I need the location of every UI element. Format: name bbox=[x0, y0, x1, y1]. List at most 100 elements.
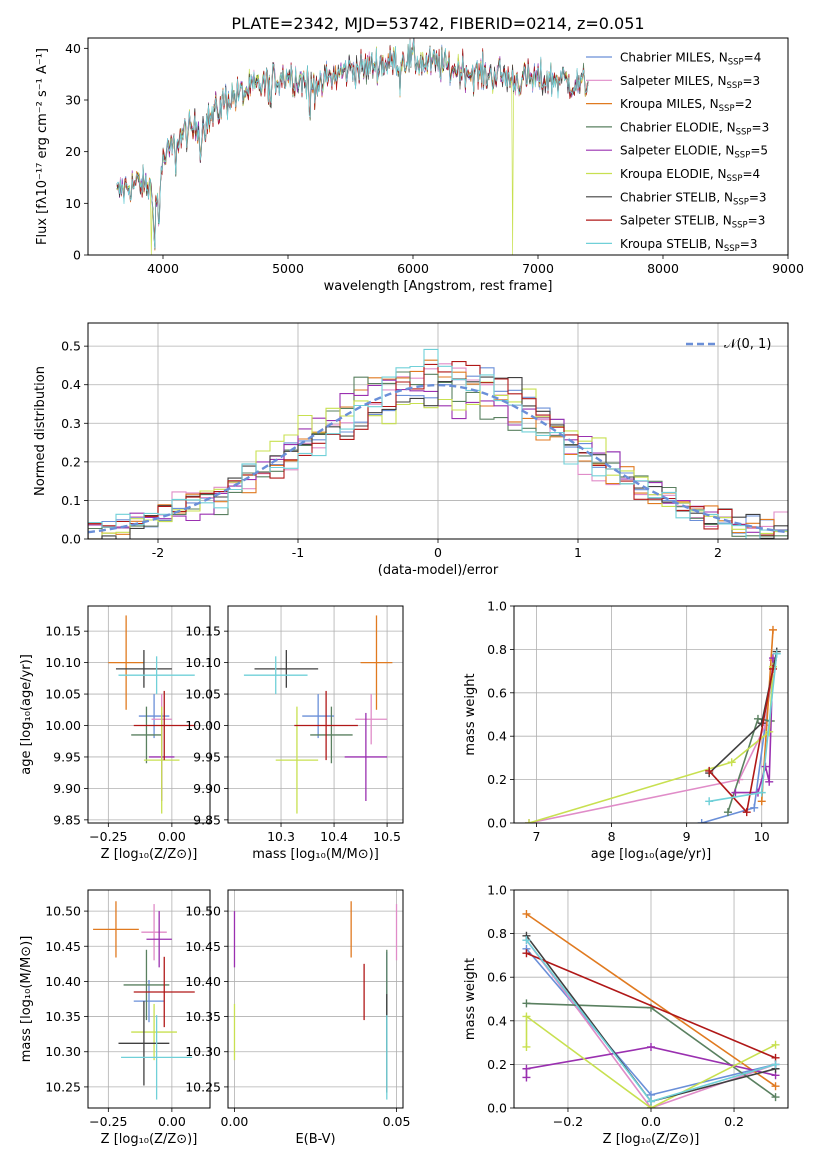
y-tick-label: 0.2 bbox=[61, 454, 81, 469]
y-tick-label: 9.95 bbox=[193, 749, 221, 764]
y-tick-label: 10.10 bbox=[185, 655, 221, 670]
y-tick-label: 0.4 bbox=[487, 1013, 507, 1028]
weight-series-line bbox=[525, 1014, 776, 1108]
y-tick-label: 10.30 bbox=[185, 1044, 221, 1059]
plot-area bbox=[243, 615, 393, 814]
weight-series-line bbox=[528, 666, 774, 823]
y-tick-label: 10.00 bbox=[185, 718, 221, 733]
weight-point-marker bbox=[723, 808, 732, 817]
x-tick-label: -2 bbox=[152, 545, 164, 560]
x-tick-label: 0.00 bbox=[158, 829, 186, 844]
x-tick-label: 4000 bbox=[147, 261, 179, 276]
plot-frame bbox=[87, 605, 211, 824]
x-axis-label: Z [log₁₀(Z/Z⊙)] bbox=[101, 1132, 198, 1147]
legend-entry: Kroupa MILES, NSSP=2 bbox=[620, 97, 752, 114]
residuals-panel: -2 -1 0 1 2 0.0 0.1 0.2 0.3 0.4 0.5 (data-model)/er… bbox=[33, 322, 789, 578]
x-axis-label: Z [log₁₀(Z/Z⊙)] bbox=[101, 847, 198, 862]
plot-frame bbox=[513, 889, 789, 1109]
weight-point-marker bbox=[522, 909, 531, 918]
y-tick-label: 0.6 bbox=[487, 685, 507, 700]
plot-frame bbox=[227, 889, 404, 1109]
x-tick-label: 10 bbox=[754, 829, 770, 844]
weight-point-marker bbox=[647, 1042, 655, 1051]
weight-point-marker bbox=[697, 819, 706, 823]
weight-point-marker bbox=[771, 1093, 780, 1102]
weight-series-line bbox=[528, 660, 774, 823]
plot-area bbox=[525, 625, 781, 823]
plot-frame bbox=[87, 37, 789, 256]
y-tick-label: 0.0 bbox=[61, 532, 81, 547]
plot-frame bbox=[87, 889, 211, 1109]
y-tick-label: 0.0 bbox=[487, 816, 507, 831]
legend-entry: 𝒩(0, 1) bbox=[724, 337, 771, 352]
x-tick-label: 10.4 bbox=[320, 829, 348, 844]
legend-entry: Salpeter ELODIE, NSSP=5 bbox=[620, 144, 768, 161]
y-tick-label: 10.50 bbox=[45, 904, 81, 919]
y-tick-label: 10.50 bbox=[185, 904, 221, 919]
weight-series-line bbox=[526, 952, 776, 1059]
y-tick-label: 10.25 bbox=[45, 1079, 81, 1094]
weight-point-marker bbox=[768, 625, 777, 634]
weight-point-marker bbox=[757, 797, 766, 806]
weight-point-marker bbox=[771, 1040, 780, 1049]
mass-vs-EBV-panel: 0.00 0.05 10.25 10.30 10.35 10.40 10.45 10.50 E(… bbox=[185, 889, 410, 1147]
y-tick-label: 9.90 bbox=[193, 781, 221, 796]
x-tick-label: 6000 bbox=[397, 261, 429, 276]
legend-entry: Salpeter MILES, NSSP=3 bbox=[620, 74, 760, 91]
legend-entry: Chabrier STELIB, NSSP=3 bbox=[620, 190, 767, 207]
age-vs-Z-panel: −0.25 0.00 9.85 9.90 9.95 10.00 10.05 10.10 10.1… bbox=[19, 605, 211, 862]
weight-series-line bbox=[525, 1046, 776, 1078]
y-tick-label: 10.25 bbox=[185, 1079, 221, 1094]
weight-point-marker bbox=[522, 936, 531, 945]
mass-vs-Z-panel: −0.25 0.00 10.25 10.30 10.35 10.40 10.45 10.50 Z… bbox=[19, 889, 211, 1147]
weight-point-marker bbox=[522, 1012, 531, 1021]
x-axis-label: age [log₁₀(age/yr)] bbox=[591, 847, 712, 862]
y-tick-label: 10.35 bbox=[45, 1009, 81, 1024]
plot-frame bbox=[87, 322, 789, 540]
weight-point-marker bbox=[750, 803, 759, 812]
legend-entry: Chabrier MILES, NSSP=4 bbox=[620, 51, 761, 68]
x-axis-label: (data-model)/error bbox=[378, 563, 499, 578]
y-tick-label: 0.5 bbox=[61, 339, 81, 354]
y-axis-label: mass [log₁₀(M/M⊙)] bbox=[19, 936, 34, 1063]
x-tick-label: 0.00 bbox=[221, 1114, 249, 1129]
y-tick-label: 0.1 bbox=[61, 493, 81, 508]
x-tick-label: 0.2 bbox=[724, 1114, 744, 1129]
y-tick-label: 0.0 bbox=[487, 1101, 507, 1116]
weight-point-marker bbox=[753, 714, 762, 723]
weight-point-marker bbox=[772, 649, 781, 658]
y-tick-label: 1.0 bbox=[487, 599, 507, 614]
plot-frame bbox=[513, 605, 789, 824]
y-tick-label: 0.3 bbox=[61, 416, 81, 431]
y-tick-label: 10.35 bbox=[185, 1009, 221, 1024]
legend-entry: Chabrier ELODIE, NSSP=3 bbox=[620, 120, 769, 137]
normal-curve bbox=[88, 383, 788, 534]
y-tick-label: 1.0 bbox=[487, 883, 507, 898]
x-tick-label: 7 bbox=[533, 829, 541, 844]
spectrum-series-line bbox=[116, 38, 589, 249]
y-axis-label: mass weight bbox=[463, 673, 478, 755]
weight-point-marker bbox=[771, 1082, 780, 1091]
x-tick-label: -1 bbox=[292, 545, 304, 560]
age-vs-mass-panel: 10.3 10.4 10.5 9.85 9.90 9.95 10.00 10.05 10.10 1… bbox=[185, 605, 404, 862]
x-tick-label: 8 bbox=[608, 829, 616, 844]
x-tick-label: 10.3 bbox=[267, 829, 295, 844]
y-tick-label: 9.85 bbox=[193, 812, 221, 827]
x-axis-label: mass [log₁₀(M/M⊙)] bbox=[252, 847, 379, 862]
y-tick-label: 10.40 bbox=[45, 974, 81, 989]
x-tick-label: 7000 bbox=[522, 261, 554, 276]
spectrum-panel: 4000 5000 6000 7000 8000 9000 0 10 20 30 40 wavelen… bbox=[35, 37, 804, 294]
y-tick-label: 40 bbox=[65, 41, 81, 56]
weight-point-marker bbox=[705, 766, 714, 775]
plot-area bbox=[88, 348, 788, 539]
y-tick-label: 9.95 bbox=[53, 749, 81, 764]
x-tick-label: 2 bbox=[714, 545, 722, 560]
figure-title: PLATE=2342, MJD=53742, FIBERID=0214, z=0… bbox=[231, 14, 644, 33]
weight-point-marker bbox=[705, 797, 714, 806]
weight-point-marker bbox=[522, 1064, 531, 1073]
weight-point-marker bbox=[525, 819, 534, 823]
x-tick-label: 5000 bbox=[272, 261, 304, 276]
y-axis-label: Flux [fλ10⁻¹⁷ erg cm⁻² s⁻¹ A⁻¹] bbox=[35, 48, 50, 245]
weight-point-marker bbox=[522, 999, 531, 1008]
